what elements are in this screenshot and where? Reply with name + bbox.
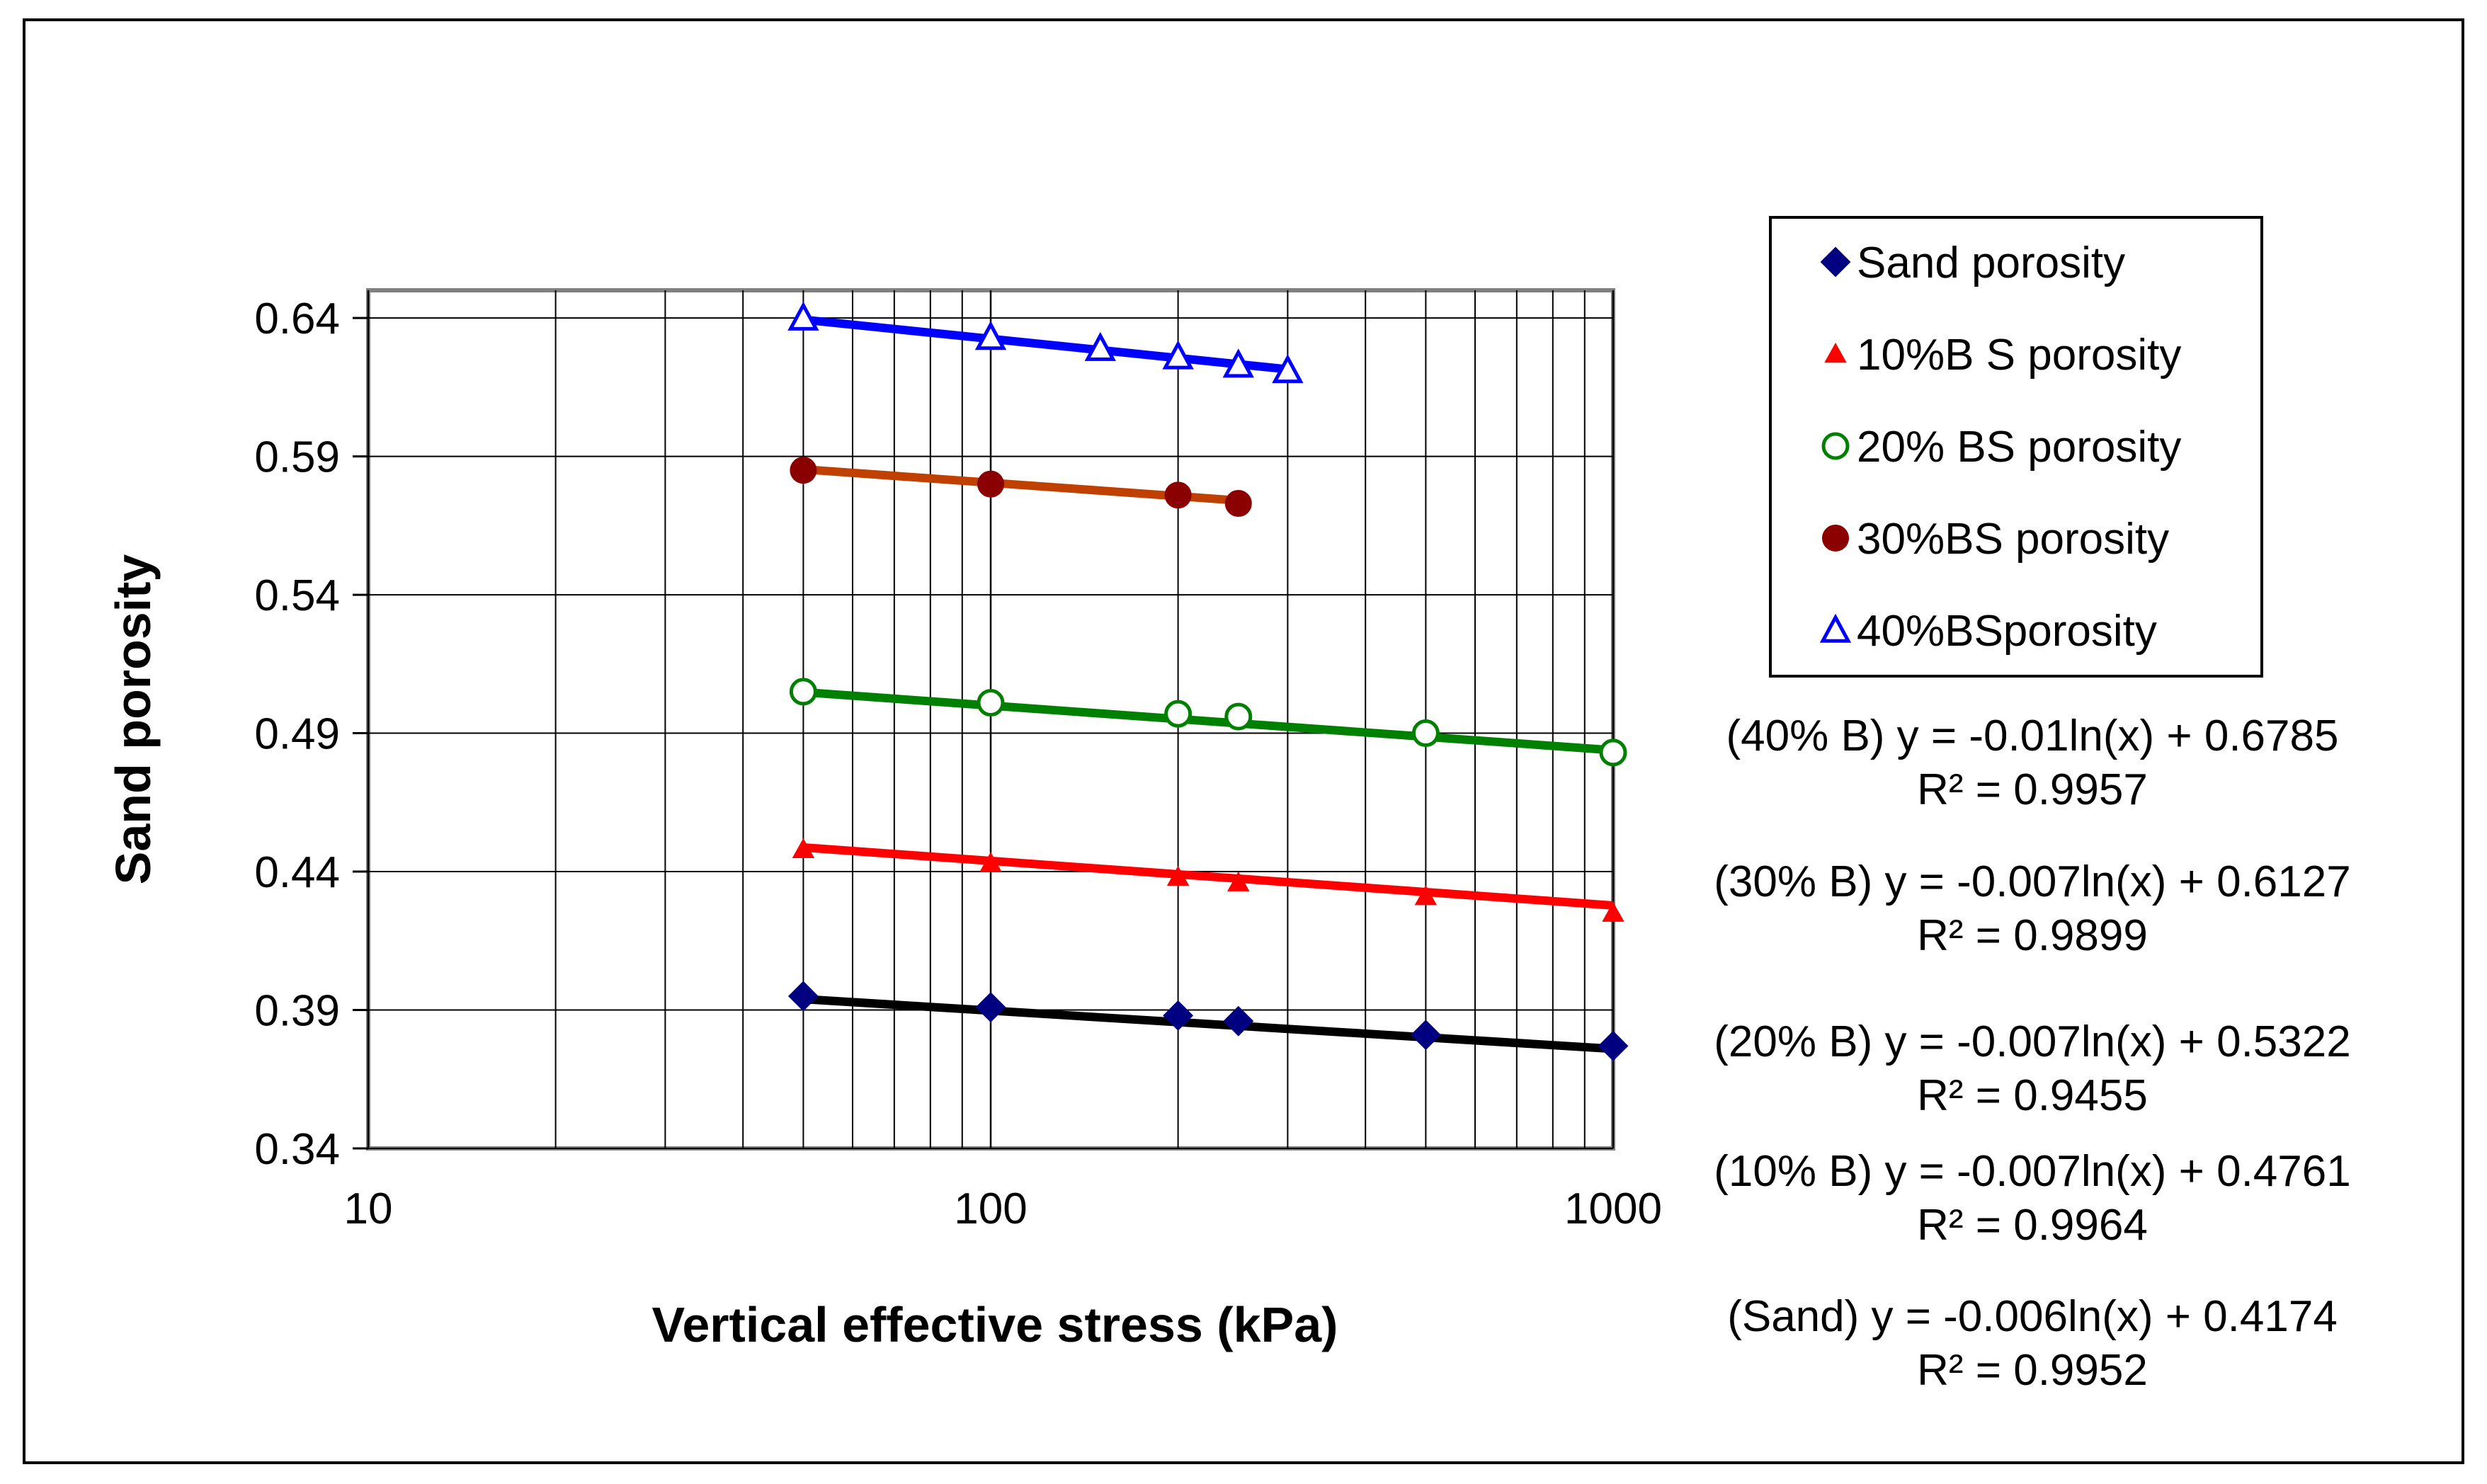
- data-point-sand: [1223, 1005, 1254, 1037]
- x-tick-label: 1000: [1564, 1185, 1662, 1233]
- trendline-sand: [803, 995, 1614, 1054]
- data-point-b10: [792, 838, 815, 858]
- data-point-b20: [1164, 700, 1193, 728]
- data-point-b10: [1414, 885, 1438, 906]
- legend-label-b10: 10%B S porosity: [1857, 331, 2181, 379]
- trendline-b10: [802, 843, 1614, 910]
- legend-marker-b20: [1821, 432, 1850, 460]
- data-point-b20: [1224, 702, 1253, 731]
- data-point-sand: [975, 992, 1006, 1023]
- data-point-sand: [1598, 1030, 1629, 1061]
- data-point-b40: [1272, 354, 1304, 384]
- data-point-b20: [789, 678, 817, 706]
- equation-line: (20% B) y = -0.007ln(x) + 0.5322: [1714, 1017, 2350, 1066]
- data-point-b10: [1227, 871, 1250, 891]
- trendline-b20: [802, 687, 1614, 755]
- legend-marker-b40: [1819, 613, 1852, 643]
- equation-line: (Sand) y = -0.006ln(x) + 0.4174: [1727, 1292, 2338, 1341]
- legend-marker-b30: [1822, 525, 1849, 552]
- marker-layer: [787, 301, 1629, 1061]
- data-point-b40: [1162, 340, 1194, 370]
- x-tick-labels: 10 100 1000: [344, 1185, 1662, 1233]
- r-squared-line: R² = 0.9899: [1917, 911, 2148, 960]
- legend-label-sand: Sand porosity: [1857, 239, 2125, 287]
- data-point-b40: [787, 301, 819, 331]
- trend-layer: [802, 315, 1614, 1054]
- data-point-b40: [1222, 348, 1254, 378]
- equation-line: (40% B) y = -0.01ln(x) + 0.6785: [1726, 712, 2338, 760]
- x-tick-label: 100: [954, 1185, 1027, 1233]
- trendline-b40: [802, 315, 1289, 374]
- r-squared-line: R² = 0.9964: [1917, 1201, 2148, 1250]
- data-point-b20: [1599, 738, 1627, 767]
- data-point-b40: [974, 321, 1007, 350]
- y-tick-label: 0.39: [254, 987, 340, 1036]
- data-point-sand: [787, 981, 819, 1012]
- trendline-equations: (40% B) y = -0.01ln(x) + 0.6785 R² = 0.99…: [1714, 712, 2350, 1395]
- data-point-sand: [1163, 1000, 1194, 1031]
- y-tick-label: 0.49: [254, 710, 340, 759]
- data-point-b30: [1164, 481, 1192, 509]
- legend-marker-b10: [1824, 342, 1847, 363]
- legend: Sand porosity 10%B S porosity 20% BS poros…: [1819, 239, 2181, 656]
- y-tick-labels: 0.34 0.39 0.44 0.49 0.54 0.59 0.64: [254, 295, 340, 1174]
- legend-label-b20: 20% BS porosity: [1857, 423, 2181, 472]
- legend-label-b40: 40%BSporosity: [1857, 607, 2157, 656]
- data-point-b20: [1411, 719, 1440, 748]
- data-point-b10: [1166, 865, 1190, 886]
- y-tick-label: 0.64: [254, 295, 340, 343]
- x-axis-title: Vertical effective stress (kPa): [652, 1297, 1338, 1352]
- legend-box: [1769, 216, 2263, 678]
- data-point-b30: [790, 457, 817, 484]
- legend-marker-sand: [1820, 246, 1851, 278]
- x-tick-label: 10: [344, 1185, 393, 1233]
- r-squared-line: R² = 0.9455: [1917, 1071, 2148, 1120]
- y-tick-label: 0.59: [254, 433, 340, 482]
- data-point-b30: [1224, 490, 1252, 518]
- equation-line: (10% B) y = -0.007ln(x) + 0.4761: [1714, 1147, 2350, 1196]
- r-squared-line: R² = 0.9957: [1917, 765, 2148, 814]
- y-tick-label: 0.34: [254, 1125, 340, 1174]
- equation-line: (30% B) y = -0.007ln(x) + 0.6127: [1714, 857, 2350, 906]
- data-point-b20: [977, 689, 1005, 717]
- data-point-sand: [1410, 1020, 1441, 1051]
- y-tick-label: 0.44: [254, 848, 340, 897]
- data-point-b30: [977, 470, 1004, 498]
- y-tick-label: 0.54: [254, 571, 340, 620]
- data-point-b10: [979, 852, 1002, 872]
- r-squared-line: R² = 0.9952: [1917, 1346, 2148, 1395]
- data-point-b10: [1602, 901, 1624, 922]
- legend-label-b30: 30%BS porosity: [1857, 515, 2169, 564]
- y-axis-title: Sand porosity: [106, 554, 161, 885]
- data-point-b40: [1084, 331, 1116, 361]
